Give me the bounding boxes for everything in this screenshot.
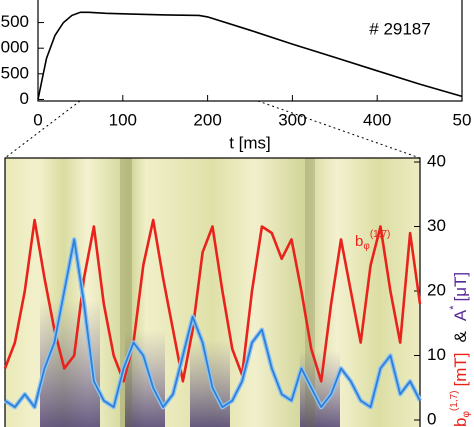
y-tick-label: 0 xyxy=(20,89,29,108)
zoom-line xyxy=(4,100,81,159)
x-tick-label: 200 xyxy=(193,110,221,129)
label-part: [μT] xyxy=(451,272,470,302)
y-tick-label: 10 xyxy=(427,345,446,364)
annotation: bφ(1,7) xyxy=(355,229,390,252)
label-part: A xyxy=(451,309,470,321)
label-part: b xyxy=(451,418,470,427)
zoom-line xyxy=(257,100,421,159)
shot-number: # 29187 xyxy=(369,19,430,38)
x-axis-label: t [ms] xyxy=(229,133,271,152)
annotation-text: φ xyxy=(363,241,370,252)
annotation-text: b xyxy=(355,233,363,250)
x-tick-label: 400 xyxy=(363,110,391,129)
y-axis-label: bφ(1,7) [mT] & A* [μT] xyxy=(448,272,472,427)
y-tick-label: 20 xyxy=(427,280,446,299)
y-tick-label: 000 xyxy=(1,38,29,57)
bottom-frame xyxy=(4,157,421,427)
label-part: & xyxy=(451,330,470,342)
y-tick-label: 500 xyxy=(1,63,29,82)
x-tick-label: 50 xyxy=(453,110,472,129)
label-part: (1,7) xyxy=(449,390,460,411)
y-tick-label: 30 xyxy=(427,216,446,235)
label-part: * xyxy=(448,305,460,310)
y-tick-label: 0 xyxy=(427,409,436,427)
series-line xyxy=(3,218,422,383)
x-tick-label: 0 xyxy=(33,110,42,129)
line xyxy=(37,11,463,100)
y-tick-label: 40 xyxy=(427,151,446,170)
annotation-text: (1,7) xyxy=(370,229,391,240)
label-part: φ xyxy=(461,411,472,418)
x-tick-label: 300 xyxy=(278,110,306,129)
x-tick-label: 100 xyxy=(109,110,137,129)
top-frame xyxy=(37,0,463,102)
label-part: [mT] xyxy=(451,352,470,386)
y-tick-label: 500 xyxy=(1,12,29,31)
series-line xyxy=(4,238,421,408)
